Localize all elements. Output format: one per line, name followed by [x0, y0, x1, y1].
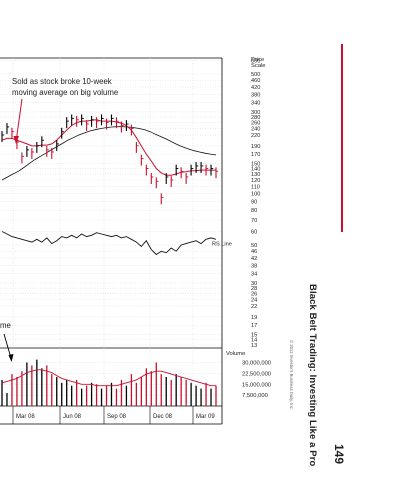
- annotation-arrowhead: [13, 136, 19, 144]
- running-head: Black Belt Trading: Investing Like a Pro: [307, 284, 318, 467]
- rs-line: [1, 231, 217, 256]
- x-tick-label: Mar 08: [16, 414, 35, 420]
- price-tick-label: 420: [251, 85, 260, 91]
- volume-ma-line: [1, 369, 216, 387]
- volume-tick-label: 15,000,000: [242, 382, 271, 388]
- price-tick-label: 100: [251, 192, 260, 198]
- price-tick-label: 340: [251, 101, 260, 107]
- price-tick-label: 17: [251, 323, 257, 329]
- price-tick-label: 600: [251, 58, 260, 64]
- price-tick-label: 240: [251, 127, 260, 133]
- price-tick-label: 42: [251, 256, 257, 262]
- annotation-sold-line1: Sold as stock broke 10-week: [12, 77, 112, 86]
- volume-tick-label: 7,500,000: [242, 393, 268, 399]
- x-tick-label: Dec 08: [153, 414, 173, 420]
- volume-axis-label: Volume: [226, 351, 245, 357]
- price-tick-label: 46: [251, 249, 257, 255]
- rs-line-label: RS Line: [212, 241, 232, 247]
- copyright-notice: © 2012 Investor's Business Daily, Inc.: [289, 340, 294, 410]
- price-tick-label: 90: [251, 199, 257, 205]
- price-tick-label: 140: [251, 167, 260, 173]
- price-axis-label: Price: [251, 57, 264, 63]
- price-tick-label: 380: [251, 92, 260, 98]
- price-tick-label: 24: [251, 298, 257, 304]
- price-tick-label: 500: [251, 72, 260, 78]
- price-tick-label: 80: [251, 208, 257, 214]
- price-tick-label: 260: [251, 121, 260, 127]
- price-tick-label: 70: [251, 218, 257, 224]
- price-tick-label: 14: [251, 338, 257, 344]
- price-tick-label: 280: [251, 115, 260, 121]
- price-tick-label: 38: [251, 263, 257, 269]
- annotation-arrow: [15, 98, 23, 143]
- price-tick-label: 26: [251, 292, 257, 298]
- annotation-volume-arrow: [3, 333, 12, 359]
- price-tick-label: 15: [251, 332, 257, 338]
- price-tick-label: 28: [251, 286, 257, 292]
- price-tick-label: 30: [251, 281, 257, 287]
- price-tick-label: 60: [251, 229, 257, 235]
- price-tick-label: 110: [251, 184, 260, 190]
- price-tick-label: 170: [251, 152, 260, 158]
- price-tick-label: 190: [251, 144, 260, 150]
- price-tick-label: 13: [251, 343, 257, 349]
- x-tick-label: Jun 08: [63, 414, 82, 420]
- annotation-volume-arrowhead: [8, 354, 14, 362]
- ma200-line: [1, 126, 217, 181]
- price-tick-label: 120: [251, 178, 260, 184]
- price-tick-label: 300: [251, 110, 260, 116]
- price-tick-label: 130: [251, 172, 260, 178]
- page-number: 149: [332, 444, 346, 465]
- volume-tick-label: 30,000,000: [242, 361, 271, 367]
- annotation-volume-partial: me: [0, 321, 11, 330]
- price-tick-label: 34: [251, 272, 257, 278]
- price-tick-label: 150: [251, 161, 260, 167]
- price-tick-label: 220: [251, 133, 260, 139]
- annotation-sold-line2: moving average on big volume: [12, 88, 118, 97]
- price-axis-label: Scale: [251, 63, 266, 69]
- price-tick-label: 50: [251, 243, 257, 249]
- price-tick-label: 19: [251, 315, 257, 321]
- price-tick-label: 460: [251, 78, 260, 84]
- x-tick-label: Mar 09: [196, 414, 215, 420]
- price-tick-label: 22: [251, 304, 257, 310]
- volume-tick-label: 22,500,000: [242, 371, 271, 377]
- x-tick-label: Sep 08: [107, 414, 127, 420]
